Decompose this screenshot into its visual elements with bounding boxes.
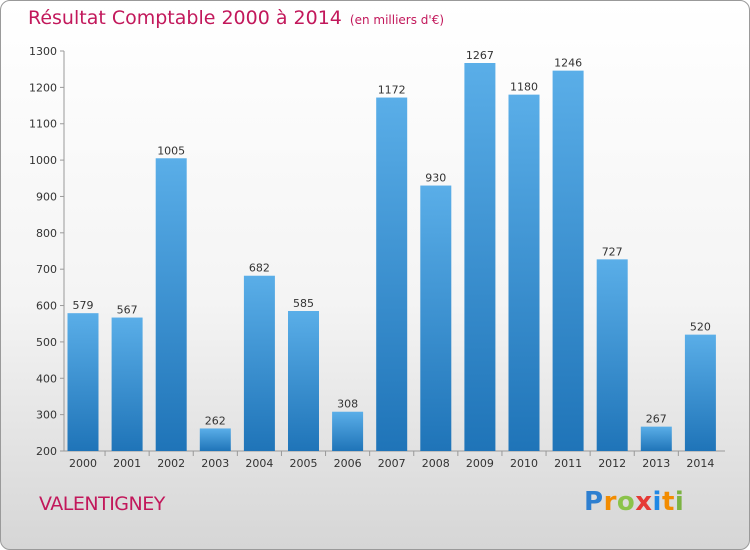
proxiti-logo: Proxiti: [584, 487, 684, 517]
x-tick-label: 2001: [113, 457, 141, 470]
bar-2004: [243, 275, 275, 451]
x-tick-label: 2003: [201, 457, 229, 470]
x-tick-label: 2002: [157, 457, 185, 470]
chart-title-block: Résultat Comptable 2000 à 2014 (en millie…: [28, 7, 444, 29]
y-tick-label: 600: [36, 300, 57, 313]
bar-2014: [684, 334, 716, 451]
y-tick-label: 1300: [29, 45, 57, 58]
y-tick-label: 300: [36, 409, 57, 422]
bar-2002: [155, 158, 187, 452]
bar-2013: [640, 426, 672, 451]
bar-2000: [67, 313, 99, 451]
bar-2005: [288, 311, 319, 451]
bar-2003: [199, 428, 231, 451]
y-tick-label: 200: [36, 445, 57, 458]
y-tick-label: 500: [36, 336, 57, 349]
x-tick-label: 2005: [290, 457, 318, 470]
bar-value-label: 682: [249, 262, 270, 275]
bar-value-label: 262: [205, 414, 226, 427]
logo-letter: t: [661, 487, 675, 517]
chart-title: Résultat Comptable 2000 à 2014: [28, 7, 342, 29]
y-tick-label: 1000: [29, 154, 57, 167]
x-tick-label: 2011: [554, 457, 582, 470]
logo-letter: i: [674, 487, 685, 517]
logo-letter: i: [652, 487, 662, 517]
logo-letter: r: [603, 487, 617, 517]
bar-2001: [111, 317, 143, 451]
bar-value-label: 930: [425, 172, 446, 185]
bar-value-label: 1180: [510, 81, 538, 94]
y-tick-label: 1100: [29, 118, 57, 131]
x-tick-label: 2000: [69, 457, 97, 470]
bar-value-label: 567: [117, 304, 138, 317]
x-tick-label: 2004: [245, 457, 273, 470]
bar-value-label: 520: [690, 321, 711, 334]
y-tick-label: 800: [36, 227, 57, 240]
bar-value-label: 1005: [157, 144, 185, 157]
logo-letter: o: [616, 487, 636, 517]
x-tick-label: 2012: [598, 457, 626, 470]
y-tick-label: 900: [36, 190, 57, 203]
bar-value-label: 308: [337, 398, 358, 411]
bar-2011: [552, 70, 584, 452]
bar-series: [67, 63, 716, 452]
bar-2009: [464, 63, 496, 451]
bar-value-label: 727: [602, 245, 623, 258]
y-tick-label: 400: [36, 372, 57, 385]
y-tick-label: 700: [36, 263, 57, 276]
x-tick-label: 2010: [510, 457, 538, 470]
bar-2007: [376, 97, 408, 451]
bar-value-label: 1246: [554, 57, 582, 70]
logo-letter: x: [635, 487, 653, 517]
bar-value-label: 1172: [378, 84, 406, 97]
bar-value-label: 1267: [466, 49, 494, 62]
bar-2010: [508, 94, 540, 452]
chart-subtitle: (en milliers d'€): [349, 13, 445, 27]
bar-2008: [420, 185, 452, 451]
y-tick-label: 1200: [29, 81, 57, 94]
x-tick-label: 2014: [686, 457, 714, 470]
bar-value-label: 585: [293, 297, 314, 310]
x-tick-label: 2008: [422, 457, 450, 470]
x-tick-label: 2013: [642, 457, 670, 470]
bar-value-label: 267: [646, 413, 667, 426]
location-name: VALENTIGNEY: [39, 493, 165, 515]
data-labels: 579 567 1005 262 682 585 308 1172 930 1267 1180 124…: [73, 49, 711, 427]
bar-value-label: 579: [73, 299, 94, 312]
x-tick-label: 2009: [466, 457, 494, 470]
logo-letter: P: [584, 487, 604, 517]
x-tick-label: 2007: [378, 457, 406, 470]
x-tick-label: 2006: [334, 457, 362, 470]
bar-2006: [332, 411, 364, 451]
bar-2012: [596, 259, 628, 451]
